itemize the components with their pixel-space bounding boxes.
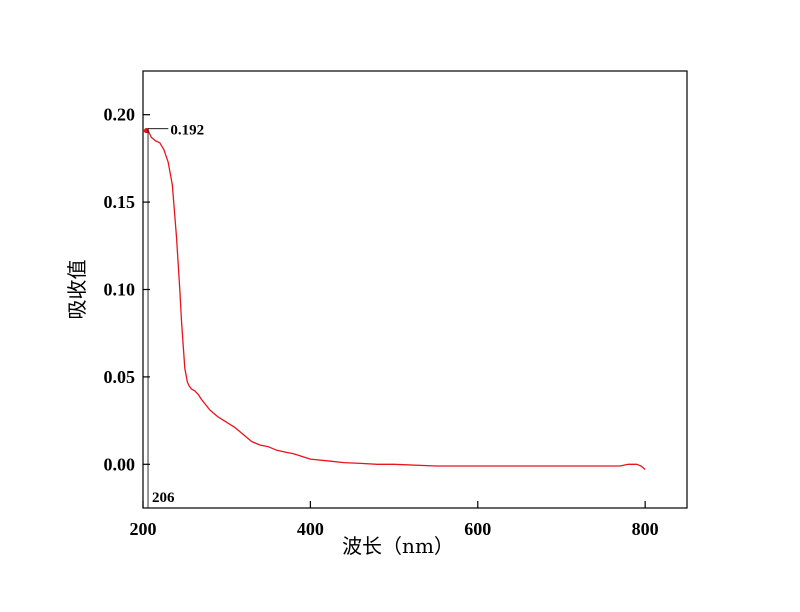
y-axis-title: 吸收值 [65,260,89,320]
x-tick-label: 800 [632,519,659,539]
annotation-layer: 0.192 206 [143,123,204,508]
y-tick-label: 0.15 [104,192,136,212]
plot-frame [142,70,688,509]
y-axis: 0.00 0.05 0.10 0.15 0.20 [104,105,150,474]
x-axis: 200 400 600 800 [130,501,659,539]
y-tick-label: 0.00 [104,454,136,474]
series-layer [142,128,646,470]
x-tick-label: 400 [297,519,324,539]
peak-value-label: 0.192 [170,123,204,139]
x-axis-title: 波长（nm） [342,534,454,558]
y-tick-label: 0.10 [104,280,136,300]
y-tick-label: 0.05 [104,367,136,387]
x-tick-label: 600 [464,519,491,539]
peak-wavelength-label: 206 [152,490,175,506]
x-tick-label: 200 [130,519,157,539]
peak-marker [143,128,149,134]
y-tick-label: 0.20 [104,105,136,125]
series-line [142,128,646,470]
